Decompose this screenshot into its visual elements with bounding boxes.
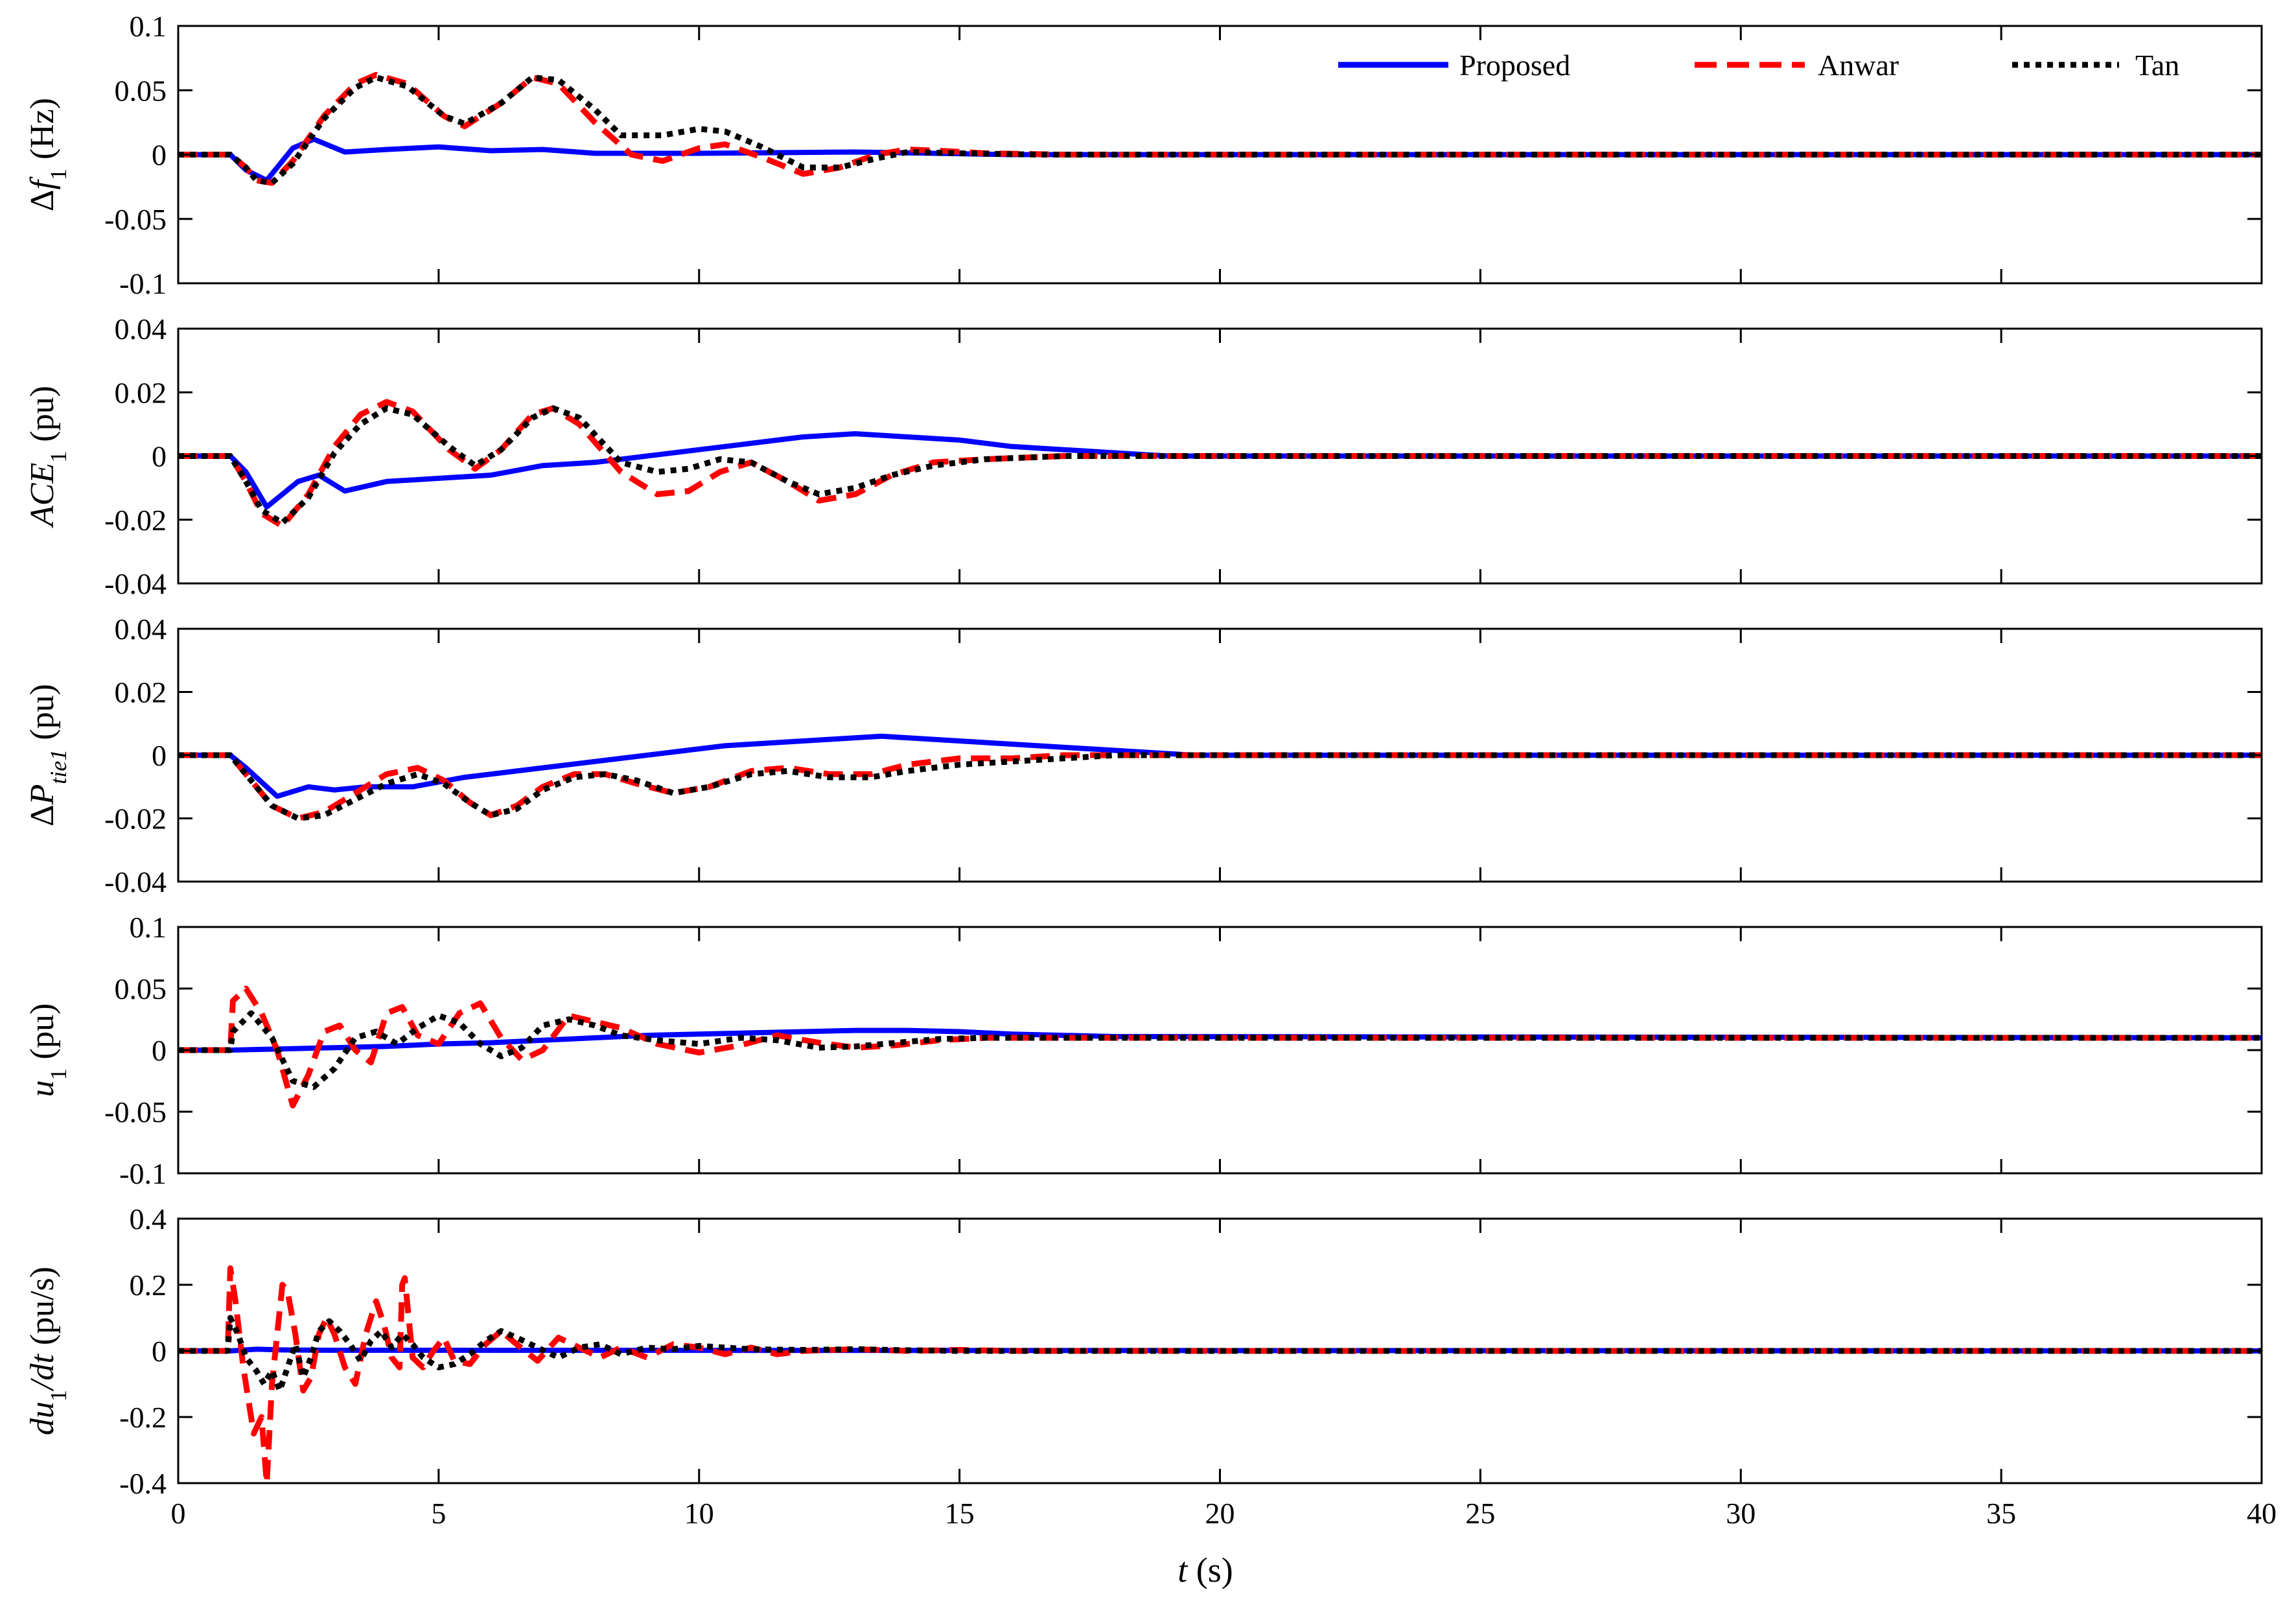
panel-4: -0.1 -0.05 0 0.05 0.1 u1 (pu) — [24, 911, 2263, 1190]
x-tick-label: 15 — [945, 1497, 975, 1530]
y-tick-label: -0.05 — [104, 1095, 167, 1129]
y-tick-label: -0.02 — [104, 504, 167, 537]
series-line-anwar — [178, 71, 2262, 186]
y-tick-label: -0.05 — [104, 203, 167, 236]
y-axis-label-subscript: 1 — [45, 451, 71, 463]
series-line-tan — [178, 1010, 2262, 1090]
series-line-proposed — [178, 733, 2262, 799]
panel-5: -0.4 -0.2 0 0.2 0.4 0 5 10 15 20 25 30 35 40 du1/dt (pu… — [24, 1202, 2277, 1530]
x-axis-label: t (s) — [1177, 1551, 1233, 1589]
y-tick-label: 0.04 — [115, 613, 167, 646]
y-tick-label: 0.02 — [115, 676, 167, 709]
series-line-proposed — [178, 431, 2262, 510]
x-tick-label: 5 — [431, 1497, 446, 1530]
x-tick-label: 35 — [1986, 1497, 2016, 1530]
x-tick-label: 40 — [2247, 1497, 2277, 1530]
panel-2: -0.04 -0.02 0 0.02 0.04 ACE1 (pu) — [24, 312, 2263, 600]
y-tick-label: -0.04 — [104, 567, 167, 600]
x-axis-label-math: t — [1177, 1551, 1189, 1589]
y-axis-label-subscript: 1 — [45, 1068, 71, 1080]
y-tick-label: 0 — [152, 440, 167, 473]
y-axis-label-math: u — [24, 1080, 61, 1097]
series-line-anwar — [178, 399, 2262, 530]
y-axis-label-subscript: 1 — [45, 169, 71, 180]
y-axis-label-math: P — [24, 784, 61, 806]
y-axis-label: du1/dt (pu/s) — [24, 1267, 71, 1435]
series-line-tan — [178, 405, 2262, 526]
y-tick-label: 0 — [152, 739, 167, 772]
y-axis-label-subscript: 1 — [45, 1390, 71, 1401]
x-tick-label: 30 — [1726, 1497, 1756, 1530]
y-tick-label: -0.02 — [104, 802, 167, 836]
panel-series — [178, 733, 2262, 821]
y-axis-label: Δf1(Hz) — [24, 98, 71, 211]
y-tick-label: 0 — [152, 1335, 167, 1368]
legend-label-tan: Tan — [2135, 49, 2179, 82]
series-line-proposed — [178, 136, 2262, 183]
y-axis-label-prefix: Δ — [24, 190, 61, 211]
y-axis-label-subscript: tie1 — [45, 749, 71, 784]
series-line-tan — [178, 1315, 2262, 1394]
panel-series — [178, 1265, 2262, 1483]
series-line-proposed — [178, 1027, 2262, 1053]
y-tick-label: -0.4 — [119, 1467, 167, 1500]
panels: -0.1-0.0500.050.1Δf1(Hz)-0.04-0.0200.020… — [24, 10, 2277, 1530]
y-tick-label: 0.05 — [115, 972, 167, 1005]
y-axis-label-unit: (pu/s) — [24, 1267, 61, 1345]
y-axis-label: u1 (pu) — [24, 1003, 71, 1097]
x-tick-label: 10 — [684, 1497, 714, 1530]
y-tick-label: 0 — [152, 1034, 167, 1067]
y-axis-label-unit: (pu) — [24, 386, 61, 442]
y-tick-label: 0.2 — [130, 1269, 167, 1302]
series-line-tan — [178, 74, 2262, 186]
y-axis-label-math: du — [24, 1401, 61, 1435]
panel-3: -0.04 -0.02 0 0.02 0.04 ΔPtie1 (pu) — [24, 613, 2263, 898]
y-tick-label: 0.05 — [115, 74, 167, 107]
panel-series — [178, 985, 2262, 1108]
y-tick-label: 0.04 — [115, 312, 167, 346]
y-tick-label: -0.04 — [104, 865, 167, 898]
series-line-tan — [178, 752, 2262, 821]
x-tick-label: 25 — [1465, 1497, 1495, 1530]
legend-label-anwar: Anwar — [1818, 49, 1899, 82]
x-axis-label-unit: (s) — [1196, 1551, 1233, 1589]
y-tick-label: -0.2 — [119, 1401, 167, 1434]
panel-series — [178, 71, 2262, 186]
y-tick-label: 0.02 — [115, 376, 167, 409]
y-tick-label: -0.1 — [119, 267, 167, 300]
y-tick-label: 0 — [152, 139, 167, 172]
y-axis-label-prefix: Δ — [24, 804, 61, 826]
panel-series — [178, 399, 2262, 530]
series-line-anwar — [178, 752, 2262, 821]
series-line-anwar — [178, 985, 2262, 1108]
y-axis-label-tail: /dt — [24, 1353, 61, 1392]
y-axis-label: ACE1 (pu) — [24, 386, 71, 528]
series-line-anwar — [178, 1265, 2262, 1483]
y-axis-label-unit: (pu) — [24, 684, 61, 740]
y-tick-label: 0.4 — [130, 1202, 167, 1236]
y-axis-label-math: ACE — [24, 463, 61, 528]
y-axis-label-unit: (pu) — [24, 1003, 61, 1060]
y-tick-label: 0.1 — [130, 10, 167, 43]
legend-label-proposed: Proposed — [1459, 49, 1570, 82]
y-axis-label-unit: (Hz) — [24, 98, 61, 159]
y-axis-label: ΔPtie1 (pu) — [24, 684, 71, 826]
x-tick-label: 20 — [1205, 1497, 1235, 1530]
x-tick-label: 0 — [171, 1497, 186, 1530]
y-tick-label: -0.1 — [119, 1157, 167, 1190]
y-tick-label: 0.1 — [130, 911, 167, 944]
legend: Proposed Anwar Tan — [1338, 49, 2179, 82]
